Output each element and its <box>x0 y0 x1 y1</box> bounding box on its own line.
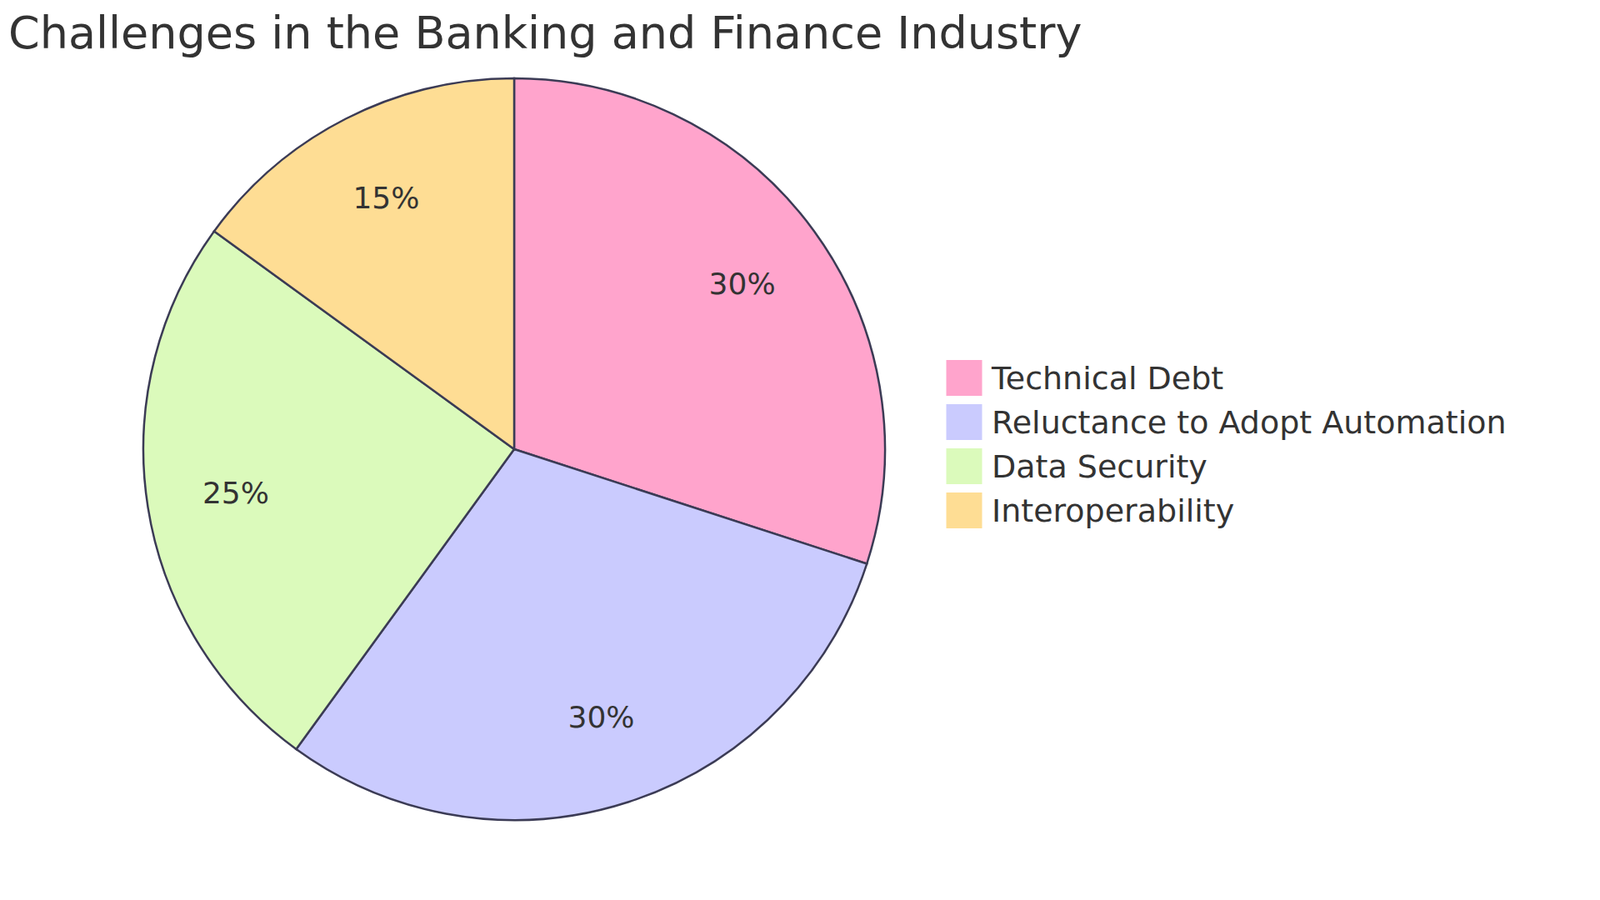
slices <box>143 78 885 820</box>
data-labels: 30% 30% 25% 15% <box>202 180 776 735</box>
pie-slice <box>214 78 515 450</box>
data-label: 25% <box>202 475 270 510</box>
legend: Technical Debt Reluctance to Adopt Automa… <box>945 360 1507 530</box>
legend-swatch <box>945 360 983 397</box>
chart-title: Challenges in the Banking and Finance In… <box>8 6 1082 60</box>
chart: Challenges in the Banking and Finance In… <box>0 0 1600 900</box>
legend-label: Data Security <box>991 448 1208 485</box>
data-label: 15% <box>352 180 420 215</box>
legend-label: Interoperability <box>991 492 1235 530</box>
legend-label: Technical Debt <box>990 360 1224 397</box>
legend-swatch <box>945 404 983 441</box>
data-label: 30% <box>709 266 776 301</box>
data-label: 30% <box>568 700 635 735</box>
legend-swatch <box>945 448 983 485</box>
legend-swatch <box>945 492 983 530</box>
legend-label: Reluctance to Adopt Automation <box>991 404 1507 441</box>
